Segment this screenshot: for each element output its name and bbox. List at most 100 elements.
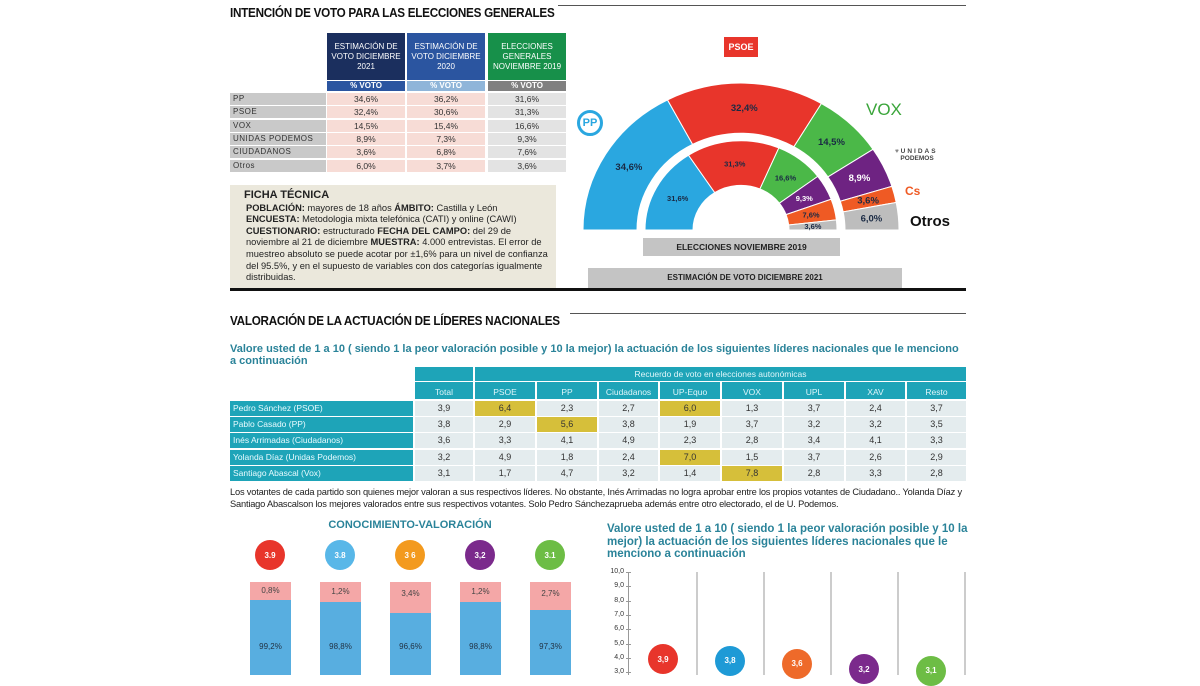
rating-cell: 3,2 [784, 417, 844, 433]
bar-segment-unknown: 2,7% [530, 582, 571, 610]
bar-segment-known: 96,6% [390, 613, 431, 675]
vote-cell: 30,6% [407, 106, 485, 119]
vote-cell: 7,6% [488, 146, 566, 159]
vote-cell: 36,2% [407, 93, 485, 105]
unidas-podemos-logo: ♥ UNIDAS PODEMOS [895, 148, 938, 162]
leader-label: Yolanda Díaz (Unidas Podemos) [230, 449, 413, 465]
rating-cell: 7,0 [660, 449, 720, 465]
rating-cell: 4,7 [537, 465, 597, 481]
rating-cell: 2,3 [537, 401, 597, 416]
section-title-leaders: VALORACIÓN DE LA ACTUACIÓN DE LÍDERES NA… [230, 313, 560, 328]
outer-segment-otros [842, 201, 900, 231]
leader-label: Inés Arrimadas (Ciudadanos) [230, 433, 413, 449]
rating-cell: 2,9 [475, 417, 535, 433]
bar-segment-known: 97,3% [530, 609, 571, 675]
grid-line [964, 572, 966, 675]
rating-cell: 1,4 [660, 465, 720, 481]
bar-segment-unknown: 3,4% [390, 582, 431, 613]
inner-segment-label: 16,6% [775, 173, 797, 182]
party-label: Otros [230, 159, 326, 172]
cs-logo: Cs [905, 184, 921, 198]
rating-cell: 5,6 [537, 417, 597, 433]
outer-segment-psoe [666, 82, 823, 148]
vote-cell: 9,3% [488, 132, 566, 145]
technical-sheet-title: FICHA TÉCNICA [244, 189, 330, 201]
rating-cell: 2,6 [846, 449, 905, 465]
bar-segment-known: 98,8% [320, 602, 361, 675]
rating-cell: 6,0 [660, 401, 720, 416]
y-tick [626, 586, 631, 588]
rating-cell: 4,1 [537, 433, 597, 449]
party-label: VOX [230, 119, 326, 132]
rating-circle: 3.8 [325, 540, 355, 570]
column-header: XAV [846, 382, 905, 399]
rating-cell: 1,3 [722, 401, 782, 416]
rating-cell: 3,8 [599, 417, 658, 433]
rating-cell: 3,2 [415, 449, 473, 465]
party-label: PP [230, 93, 326, 105]
outer-segment-label: 32,4% [731, 103, 758, 114]
vote-cell: 8,9% [327, 132, 405, 145]
inner-segment-label: 3,6% [804, 222, 821, 231]
grid-line [830, 572, 832, 675]
outer-segment-label: 34,6% [615, 162, 642, 173]
divider [570, 313, 966, 314]
rating-cell: 6,4 [475, 401, 535, 416]
column-header: ELECCIONES GENERALES NOVIEMBRE 2019 [488, 33, 566, 80]
y-tick-label: 9,0 [614, 582, 624, 590]
rating-cell: 2,4 [599, 449, 658, 465]
rating-point: 3,2 [849, 654, 879, 685]
party-label: PSOE [230, 106, 326, 119]
y-tick-label: 3,0 [614, 668, 624, 676]
column-header: VOX [722, 382, 782, 399]
rating-cell: 2,8 [784, 465, 844, 481]
inner-segment-label: 9,3% [796, 194, 813, 203]
rating-cell: 2,7 [599, 401, 658, 416]
y-tick-label: 10,0 [610, 568, 624, 575]
bar-segment-known: 99,2% [250, 600, 291, 675]
y-tick [626, 657, 631, 659]
rating-cell: 3,3 [475, 433, 535, 449]
column-header: UPL [784, 382, 844, 399]
rating-cell: 2,3 [660, 433, 720, 449]
outer-segment-label: 3,6% [857, 195, 879, 206]
y-tick [626, 629, 631, 631]
rating-cell: 3,9 [415, 401, 473, 416]
rating-cell: 2,9 [907, 449, 966, 465]
analysis-paragraph: Los votantes de cada partido son quienes… [230, 487, 962, 509]
column-header: PP [537, 382, 597, 399]
bar-segment-unknown: 0,8% [250, 582, 291, 600]
y-tick-label: 7,0 [614, 610, 624, 618]
vote-cell: 15,4% [407, 119, 485, 132]
column-header: Resto [907, 382, 966, 399]
rating-point: 3,1 [916, 655, 946, 686]
rating-cell: 4,9 [475, 449, 535, 465]
technical-sheet: FICHA TÉCNICA POBLACIÓN: mayores de 18 a… [230, 185, 556, 288]
section-title-vote-intention: INTENCIÓN DE VOTO PARA LAS ELECCIONES GE… [230, 5, 555, 20]
inner-segment-otros [788, 219, 838, 231]
chart-title-knowledge: CONOCIMIENTO-VALORACIÓN [328, 519, 492, 531]
column-subheader: % VOTO [327, 81, 405, 91]
grid-line [897, 572, 899, 675]
rating-cell: 3,6 [415, 433, 473, 449]
rating-circle: 3,2 [465, 540, 495, 570]
vox-logo: VOX [866, 100, 902, 119]
party-label: CIUDADANOS [230, 146, 326, 159]
y-tick-label: 8,0 [614, 596, 624, 604]
column-header: ESTIMACIÓN DE VOTO DICIEMBRE 2021 [327, 33, 405, 80]
rating-cell: 2,8 [907, 465, 966, 481]
outer-segment-label: 14,5% [818, 137, 845, 148]
party-label: UNIDAS PODEMOS [230, 132, 326, 145]
leader-label: Pedro Sánchez (PSOE) [230, 401, 413, 416]
section-divider [230, 288, 966, 291]
bar-segment-unknown: 1,2% [460, 582, 501, 602]
rating-cell: 3,5 [907, 417, 966, 433]
inner-segment-label: 7,6% [803, 211, 820, 220]
rating-cell: 2,8 [722, 433, 782, 449]
group-header: Recuerdo de voto en elecciones autonómic… [475, 367, 966, 381]
rating-point: 3,6 [782, 648, 812, 679]
rating-cell: 3,2 [846, 417, 905, 433]
rating-circle: 3.1 [535, 540, 565, 570]
header-spacer [415, 367, 473, 381]
otros-label: Otros [910, 213, 951, 230]
